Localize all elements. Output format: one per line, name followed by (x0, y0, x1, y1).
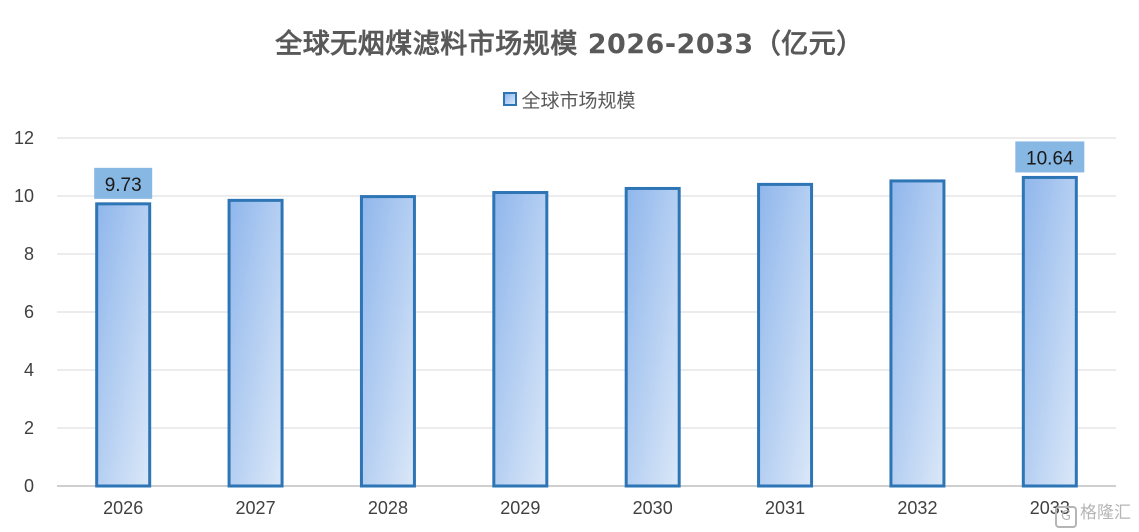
bar-2033 (1021, 175, 1078, 488)
y-tick-label: 10 (14, 186, 34, 206)
bar-2029 (492, 191, 549, 488)
y-tick-label: 4 (24, 360, 34, 380)
bar-2030 (624, 186, 681, 488)
x-tick-label: 2029 (500, 498, 540, 518)
y-axis-ticks: 0 2 4 6 8 10 12 (14, 128, 34, 496)
y-tick-label: 2 (24, 418, 34, 438)
watermark: G 格隆汇 (1055, 498, 1131, 528)
bars (95, 175, 1078, 488)
x-tick-label: 2032 (897, 498, 937, 518)
watermark-logo-icon: G (1055, 506, 1077, 528)
data-label-box (1015, 141, 1085, 173)
y-tick-label: 8 (24, 244, 34, 264)
y-tick-label: 6 (24, 302, 34, 322)
y-tick-label: 12 (14, 128, 34, 148)
data-label-2026: 9.73 (94, 167, 153, 199)
bar-2027 (227, 198, 284, 488)
gridlines (57, 137, 1116, 487)
data-label-box (94, 167, 153, 199)
legend-swatch (503, 92, 518, 106)
x-tick-label: 2033 (1030, 498, 1070, 518)
legend: 全球市场规模 (0, 86, 1139, 113)
bar-2028 (359, 195, 416, 488)
x-tick-label: 2030 (633, 498, 673, 518)
data-labels: 9.73 10.64 (94, 141, 1085, 199)
bar-2031 (757, 182, 814, 488)
x-tick-label: 2028 (368, 498, 408, 518)
x-tick-label: 2027 (236, 498, 276, 518)
data-label-text: 9.73 (105, 175, 142, 196)
chart-title: 全球无烟煤滤料市场规模 2026-2033（亿元） (275, 29, 864, 60)
bar-2032 (889, 179, 946, 488)
x-axis-ticks: 2026 2027 2028 2029 2030 2031 2032 2033 (103, 498, 1070, 518)
bar-2026 (95, 202, 152, 488)
x-tick-label: 2026 (103, 498, 143, 518)
data-label-text: 10.64 (1026, 148, 1074, 169)
legend-label: 全球市场规模 (521, 90, 636, 112)
watermark-text: 格隆汇 (1080, 503, 1131, 523)
x-tick-label: 2031 (765, 498, 805, 518)
y-tick-label: 0 (24, 476, 34, 496)
data-label-2033: 10.64 (1015, 141, 1085, 173)
